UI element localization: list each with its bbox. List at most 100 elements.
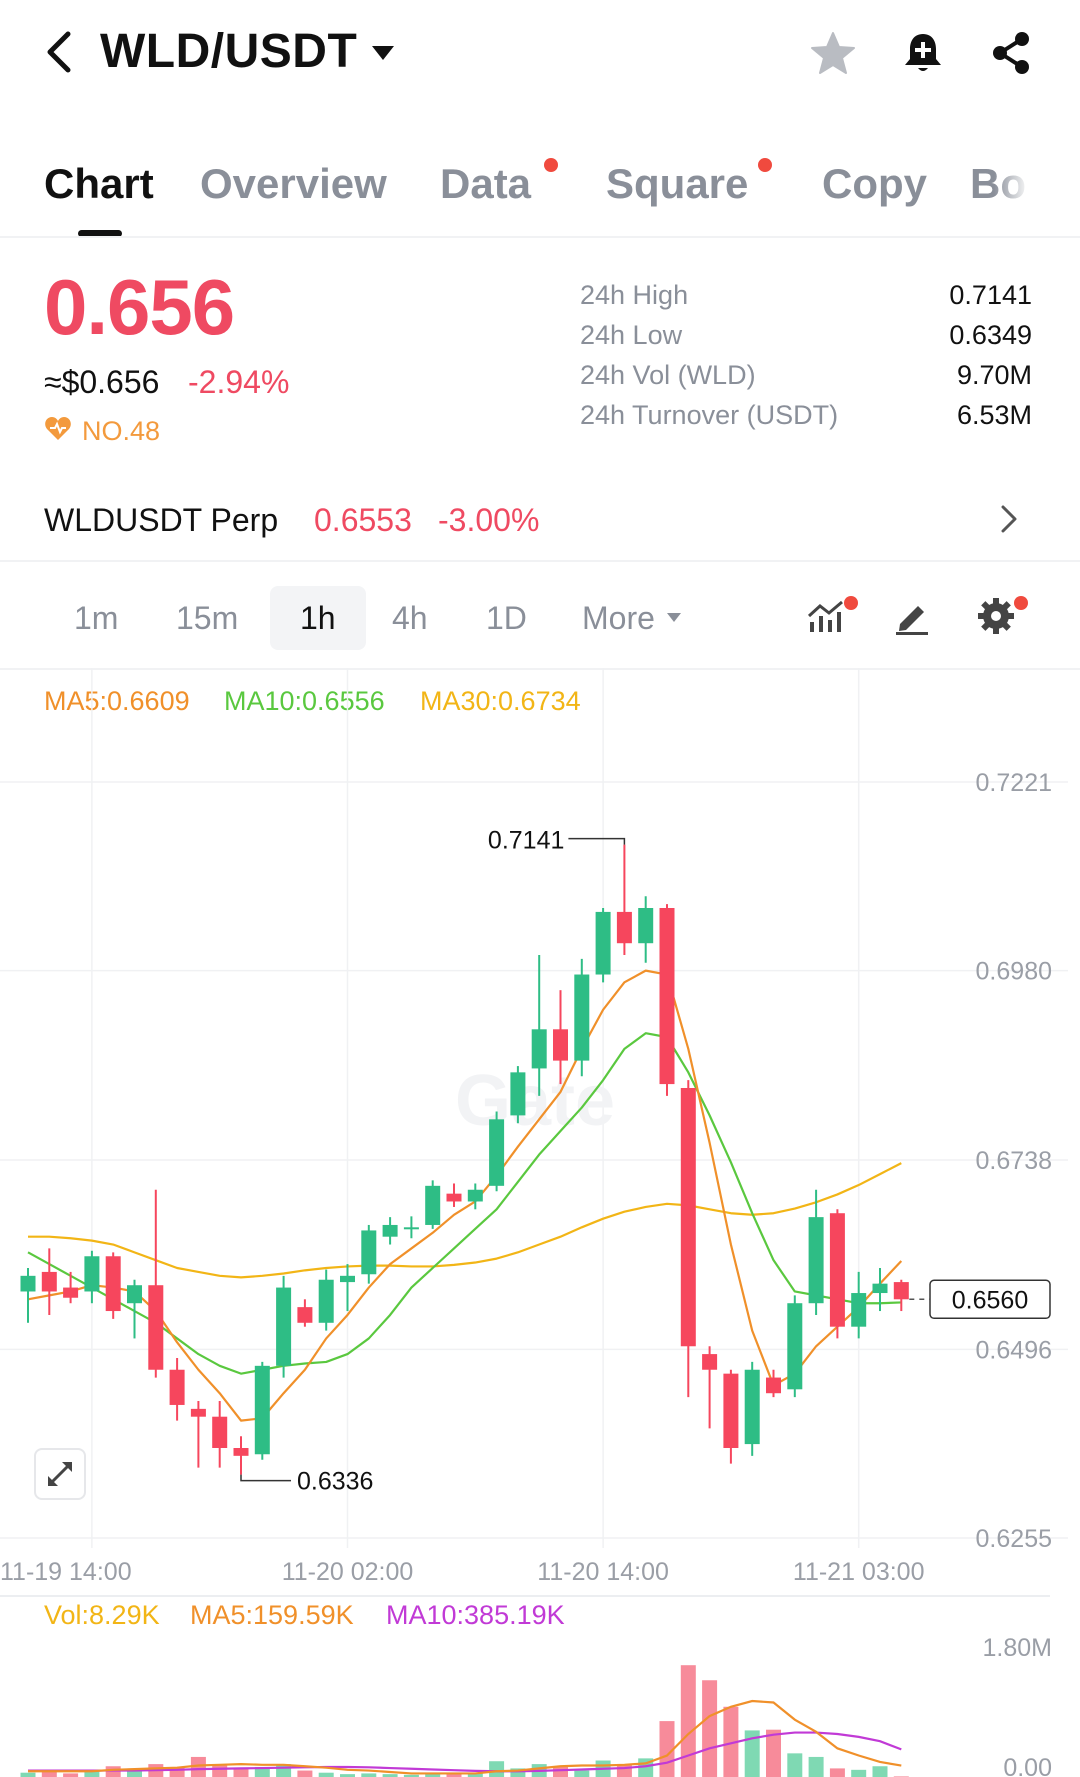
perp-change: -3.00% — [438, 502, 540, 538]
volume-bar — [84, 1771, 100, 1777]
volume-bar — [446, 1774, 462, 1777]
candle-body — [148, 1285, 164, 1370]
last-price: 0.656 — [44, 263, 235, 351]
vol-ma5-legend: MA5:159.59K — [190, 1600, 354, 1630]
interval-1m[interactable]: 1m — [74, 600, 119, 636]
volume-bar — [297, 1770, 313, 1777]
volume-bar — [403, 1774, 419, 1777]
divider — [0, 236, 1080, 238]
y-tick-label: 0.7221 — [976, 769, 1052, 797]
indicator-icon[interactable] — [806, 596, 846, 636]
candle-body — [446, 1193, 462, 1202]
candle-body — [63, 1287, 79, 1298]
volume-bar — [425, 1772, 441, 1777]
price-chart[interactable]: Gate 0.7141 0.6336 0.6560 0.7221 0.6980 0.6738… — [0, 668, 1080, 1777]
tab-bar: Chart Overview Data Square Copy Bo — [0, 150, 1080, 240]
candle-body — [190, 1408, 206, 1417]
indicator-notification-dot — [844, 596, 858, 610]
tab-copy[interactable]: Copy — [822, 160, 927, 207]
chevron-right-icon[interactable] — [998, 502, 1020, 536]
candle-body — [41, 1271, 57, 1292]
back-icon[interactable] — [42, 30, 78, 74]
candle-body — [489, 1119, 505, 1186]
interval-15m[interactable]: 15m — [176, 600, 239, 636]
caret-down-icon[interactable] — [372, 46, 394, 60]
interval-4h[interactable]: 4h — [392, 600, 428, 636]
candle-body — [595, 911, 611, 975]
volume-y-tick-label: 0.00 — [1003, 1754, 1052, 1777]
volume-bar — [318, 1772, 334, 1777]
candle-body — [893, 1282, 909, 1300]
x-tick-label: 11-20 14:00 — [537, 1558, 669, 1586]
candle-body — [531, 1029, 547, 1069]
low-price-label: 0.6336 — [297, 1468, 373, 1496]
y-tick-label: 0.6980 — [976, 958, 1052, 986]
volume-bar — [553, 1766, 568, 1777]
pair-title[interactable]: WLD/USDT — [100, 25, 358, 78]
candle-body — [680, 1088, 696, 1347]
volume-bar — [680, 1665, 696, 1777]
top-bar: WLD/USDT — [0, 0, 1080, 110]
tab-square[interactable]: Square — [606, 160, 749, 207]
perp-price: 0.6553 — [314, 502, 412, 538]
volume-bar — [190, 1756, 206, 1777]
candle-body — [787, 1303, 803, 1390]
ma5-line — [27, 969, 903, 1422]
volume-bar — [382, 1774, 398, 1777]
candle-body — [829, 1213, 845, 1327]
stat-label-24h-turnover: 24h Turnover (USDT) — [580, 400, 839, 430]
volume-bar — [574, 1770, 590, 1777]
volume-bar — [212, 1765, 228, 1777]
ma5-legend: MA5:0.6609 — [44, 686, 190, 716]
settings-notification-dot — [1014, 596, 1028, 610]
settings-gear-icon[interactable] — [976, 596, 1016, 636]
divider — [0, 560, 1080, 562]
interval-1h[interactable]: 1h — [270, 586, 366, 650]
current-price-label: 0.6560 — [952, 1286, 1028, 1314]
candle-body — [744, 1369, 760, 1445]
interval-more[interactable]: More — [552, 586, 711, 650]
volume-bar — [63, 1773, 79, 1777]
volume-bar — [20, 1772, 36, 1777]
ma10-legend: MA10:0.6556 — [224, 686, 385, 716]
divider — [0, 668, 1080, 670]
candle-body — [297, 1307, 313, 1323]
candle-body — [808, 1217, 824, 1304]
candle-body — [340, 1275, 355, 1283]
low-marker-line — [240, 1474, 291, 1482]
volume-bar — [361, 1773, 377, 1777]
x-tick-label: 11-21 03:00 — [793, 1558, 925, 1586]
draw-pen-icon[interactable] — [892, 596, 932, 636]
volume-bar — [723, 1706, 739, 1777]
vol-legend: Vol:8.29K — [44, 1600, 160, 1630]
volume-bar — [744, 1730, 760, 1777]
candle-body — [659, 908, 675, 1085]
candle-body — [403, 1227, 419, 1230]
volume-bar — [233, 1768, 249, 1777]
y-tick-label: 0.6496 — [976, 1336, 1052, 1364]
current-price-box — [929, 1279, 1051, 1320]
expand-chart-button[interactable] — [34, 1448, 86, 1500]
volume-bar — [127, 1771, 142, 1777]
rank-badge[interactable]: NO.48 — [82, 416, 161, 446]
volume-y-tick-label: 1.80M — [983, 1634, 1052, 1662]
watermark-logo: Gate — [455, 1061, 615, 1141]
tab-data[interactable]: Data — [440, 160, 532, 207]
candle-body — [169, 1369, 185, 1405]
candle-body — [425, 1185, 441, 1225]
volume-bar — [254, 1766, 270, 1777]
volume-bar — [851, 1769, 867, 1777]
y-tick-label: 0.6738 — [976, 1147, 1052, 1175]
share-icon[interactable] — [988, 30, 1034, 76]
star-icon[interactable] — [810, 30, 856, 76]
candle-body — [851, 1293, 867, 1327]
volume-bar — [787, 1753, 803, 1777]
x-tick-label: 11-20 02:00 — [282, 1558, 414, 1586]
bell-plus-icon[interactable] — [900, 30, 946, 76]
tab-active-indicator — [78, 230, 122, 237]
y-tick-label: 0.6255 — [976, 1525, 1052, 1553]
tab-overview[interactable]: Overview — [200, 160, 387, 207]
interval-1d[interactable]: 1D — [486, 600, 527, 636]
tab-bots[interactable]: Bo — [970, 160, 1026, 207]
tab-chart[interactable]: Chart — [44, 160, 154, 207]
